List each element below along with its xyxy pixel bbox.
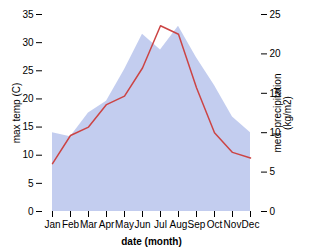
svg-text:Jan: Jan: [44, 219, 60, 230]
svg-text:Dec: Dec: [242, 219, 260, 230]
svg-text:Jul: Jul: [154, 219, 167, 230]
svg-text:Aug: Aug: [170, 219, 188, 230]
svg-text:0: 0: [28, 206, 34, 217]
svg-text:20: 20: [22, 93, 34, 104]
svg-text:Sep: Sep: [188, 219, 206, 230]
svg-text:Mar: Mar: [80, 219, 98, 230]
svg-text:15: 15: [22, 121, 34, 132]
svg-text:date (month): date (month): [121, 236, 182, 247]
svg-text:25: 25: [270, 9, 282, 20]
svg-text:Nov: Nov: [224, 219, 242, 230]
svg-text:10: 10: [22, 149, 34, 160]
svg-text:5: 5: [270, 166, 276, 177]
svg-text:Oct: Oct: [207, 219, 223, 230]
svg-text:0: 0: [270, 206, 276, 217]
svg-text:25: 25: [22, 65, 34, 76]
svg-text:20: 20: [270, 48, 282, 59]
svg-text:30: 30: [22, 37, 34, 48]
svg-text:Apr: Apr: [99, 219, 115, 230]
svg-text:Jun: Jun: [134, 219, 150, 230]
svg-text:35: 35: [22, 9, 34, 20]
svg-text:5: 5: [28, 178, 34, 189]
svg-text:May: May: [115, 219, 134, 230]
svg-text:med. precipitation(kg/m2): med. precipitation(kg/m2): [272, 74, 293, 153]
svg-text:max temp (C): max temp (C): [11, 83, 22, 144]
svg-text:Feb: Feb: [62, 219, 80, 230]
